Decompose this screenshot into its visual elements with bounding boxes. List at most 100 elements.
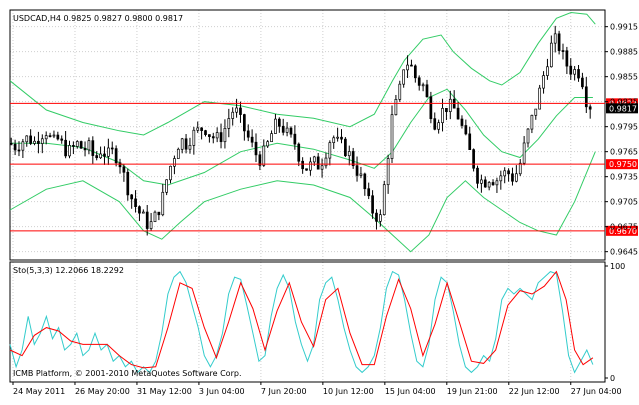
candle-body [511, 173, 514, 182]
candle-body [48, 135, 52, 137]
candle-body [138, 206, 141, 214]
candle-body [103, 153, 106, 157]
candle-body [336, 136, 339, 139]
candle-body [83, 147, 87, 151]
candle-body [355, 165, 359, 176]
candle-body [476, 167, 479, 184]
price-tick-label: 0.9825 [610, 98, 638, 107]
candle-body [9, 142, 13, 145]
candle-body [518, 162, 522, 175]
candle-body [464, 125, 468, 135]
bollinger-upper-band [9, 11, 596, 136]
price-tick-label: 0.9765 [610, 148, 638, 157]
candle-body [526, 128, 530, 144]
candle-body [114, 148, 118, 164]
candle-body [289, 127, 293, 135]
time-tick-label: 15 Jun 04:00 [385, 387, 436, 396]
price-panel-frame [9, 9, 606, 261]
candle-body [553, 33, 557, 44]
candle-body [584, 86, 588, 108]
price-tick-label: 0.9885 [610, 48, 638, 57]
candle-body [122, 166, 126, 173]
candle-body [530, 114, 534, 130]
candle-body [141, 211, 145, 214]
candle-body [130, 194, 134, 200]
stochastic-signal-line [9, 270, 594, 369]
stochastic-tick-label: 0 [610, 374, 615, 383]
candle-body [208, 134, 211, 137]
candle-body [359, 173, 363, 176]
candle-body [176, 148, 180, 159]
candle-body [588, 106, 592, 110]
candle-body [95, 155, 99, 159]
candle-body [200, 127, 203, 131]
candle-body [204, 130, 207, 135]
candle-body [386, 158, 390, 186]
candle-body [468, 133, 472, 150]
candle-body [398, 83, 402, 100]
candle-body [196, 127, 200, 131]
time-tick-label: 24 May 2011 [13, 387, 65, 396]
candle-body [153, 211, 157, 223]
candle-body [173, 158, 176, 167]
candle-body [68, 145, 71, 157]
candle-body [328, 142, 332, 159]
stochastic-panel-frame [9, 261, 606, 383]
candle-body [239, 107, 242, 115]
candle-body [262, 145, 266, 166]
candle-body [157, 211, 161, 216]
candle-body [316, 156, 320, 170]
candle-body [184, 138, 188, 150]
candle-body [538, 87, 542, 110]
candle-body [379, 214, 382, 222]
candle-body [25, 135, 29, 143]
candle-body [134, 198, 137, 208]
candle-body [499, 175, 503, 182]
candle-body [433, 118, 437, 130]
candle-body [406, 64, 409, 71]
candle-body [192, 129, 196, 146]
candle-body [546, 66, 549, 76]
candle-body [37, 140, 40, 144]
candle-body [227, 118, 231, 129]
candle-body [281, 125, 285, 133]
candle-body [410, 64, 413, 67]
candle-body [507, 170, 510, 175]
price-tick-label: 0.9855 [610, 73, 638, 82]
candle-body [243, 114, 246, 132]
candle-body [581, 77, 584, 88]
price-tick-label: 0.9705 [610, 198, 638, 207]
candle-body [515, 173, 518, 182]
candle-body [549, 42, 553, 68]
candle-body [417, 77, 421, 86]
candle-body [503, 170, 507, 177]
price-tick-label: 0.9735 [610, 173, 638, 182]
candle-body [250, 136, 254, 143]
candle-body [460, 118, 464, 126]
candle-body [437, 122, 440, 130]
candle-body [557, 33, 561, 51]
candle-body [110, 147, 114, 150]
candle-body [429, 96, 433, 120]
candlesticks [9, 25, 592, 236]
candle-body [320, 165, 324, 170]
candle-body [456, 107, 460, 120]
candle-body [472, 149, 475, 169]
stochastic-lines [9, 270, 594, 374]
candle-body [301, 160, 304, 170]
candle-body [44, 135, 48, 140]
candle-body [165, 179, 168, 193]
candle-body [215, 132, 219, 139]
bollinger-bands [9, 11, 596, 253]
time-tick-label: 22 Jun 12:00 [509, 387, 560, 396]
candle-body [219, 132, 223, 143]
candle-body [297, 143, 301, 162]
candle-body [448, 98, 452, 112]
candle-body [180, 138, 184, 150]
candle-body [145, 211, 149, 229]
candle-body [149, 221, 153, 229]
stochastic-axis: 100 0 [605, 262, 625, 383]
candle-body [13, 143, 17, 151]
candle-body [188, 145, 192, 150]
candle-body [223, 128, 227, 143]
